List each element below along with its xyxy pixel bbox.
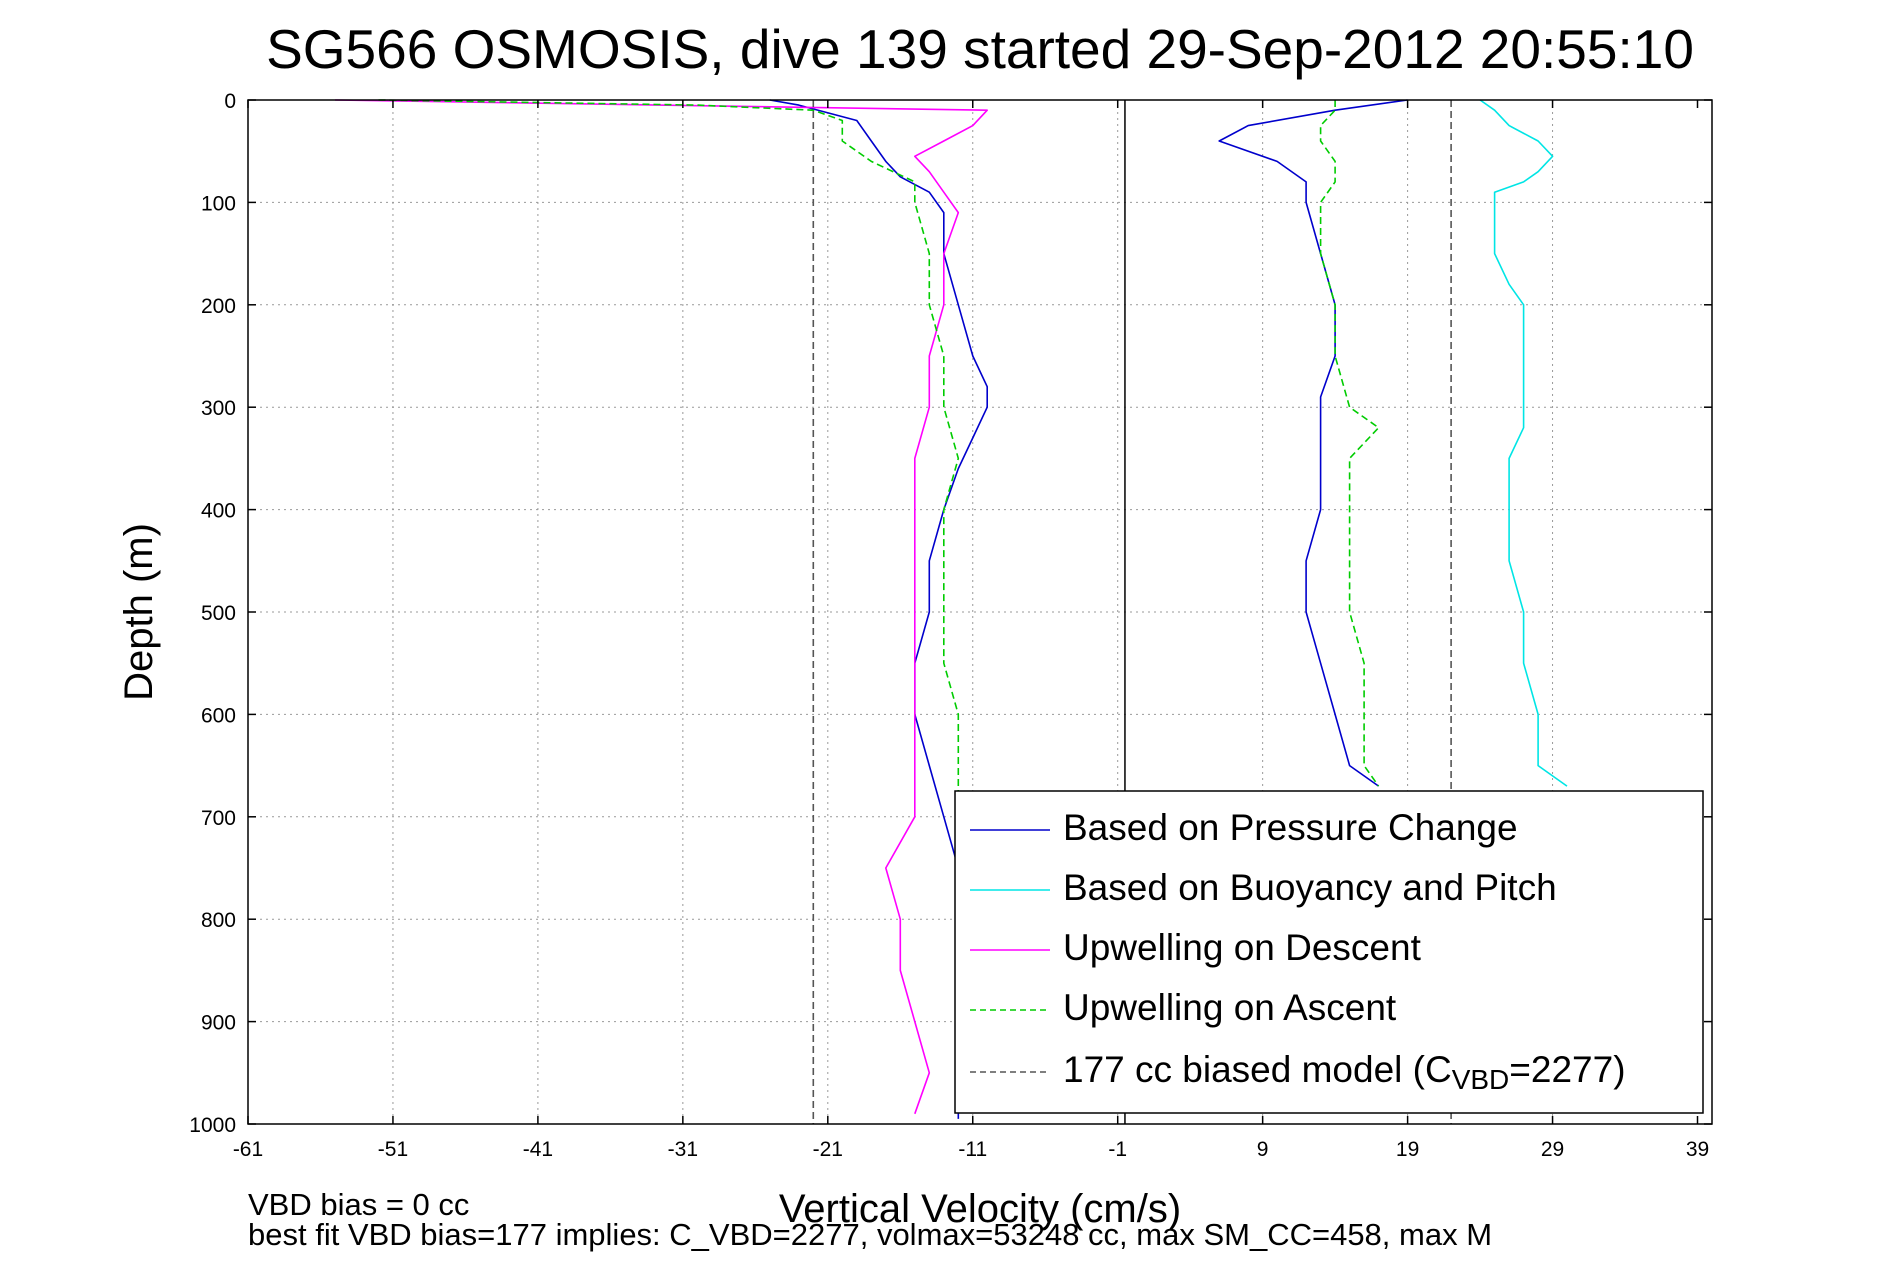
legend-label-model-suffix: =2277) xyxy=(1509,1049,1625,1090)
y-tick-label: 600 xyxy=(201,704,236,727)
x-axis-label: Vertical Velocity (cm/s) xyxy=(779,1187,1181,1231)
series-line-based-on-pressure-change xyxy=(1218,99,1408,787)
x-tick-label: -1 xyxy=(1108,1138,1127,1161)
series-line-upwelling-on-ascent xyxy=(378,99,960,868)
legend: Based on Pressure Change Based on Buoyanc… xyxy=(954,790,1704,1114)
legend-label-upwelling-on-ascent: Upwelling on Ascent xyxy=(1063,987,1397,1028)
chart-title: SG566 OSMOSIS, dive 139 started 29-Sep-2… xyxy=(266,18,1694,80)
y-tick-label: 700 xyxy=(201,807,236,830)
legend-label-based-on-pressure-change: Based on Pressure Change xyxy=(1063,807,1518,848)
x-tick-label: -21 xyxy=(813,1138,843,1161)
y-tick-label: 0 xyxy=(224,90,236,113)
legend-box xyxy=(954,790,1704,1114)
y-tick-label: 100 xyxy=(201,192,236,215)
x-tick-label: -31 xyxy=(668,1138,698,1161)
y-tick-label: 200 xyxy=(201,295,236,318)
x-ticks: -61 -51 -41 -31 -21 -11 -1 9 19 29 39 xyxy=(233,100,1709,1161)
legend-label-based-on-buoyancy-and-pitch: Based on Buoyancy and Pitch xyxy=(1063,867,1557,908)
y-tick-label: 300 xyxy=(201,397,236,420)
legend-label-upwelling-on-descent: Upwelling on Descent xyxy=(1063,927,1422,968)
series-line-upwelling-on-descent xyxy=(334,99,989,1115)
legend-label-model-sub: VBD xyxy=(1452,1064,1510,1095)
y-tick-label: 1000 xyxy=(189,1114,236,1137)
series-line-upwelling-on-ascent xyxy=(1319,100,1380,787)
x-tick-label: 19 xyxy=(1396,1138,1419,1161)
legend-items: Based on Pressure Change Based on Buoyanc… xyxy=(970,807,1557,1028)
x-tick-label: -61 xyxy=(233,1138,263,1161)
x-tick-label: 29 xyxy=(1541,1138,1564,1161)
x-tick-label: 39 xyxy=(1686,1138,1709,1161)
y-tick-label: 800 xyxy=(201,909,236,932)
y-tick-label: 400 xyxy=(201,500,236,523)
x-tick-label: -41 xyxy=(523,1138,553,1161)
footer-line-2: best fit VBD bias=177 implies: C_VBD=227… xyxy=(248,1217,1492,1252)
legend-label-model: 177 cc biased model (CVBD=2277) xyxy=(1063,1049,1626,1096)
footer-line-1: VBD bias = 0 cc xyxy=(248,1187,469,1222)
y-tick-label: 900 xyxy=(201,1012,236,1035)
y-tick-label: 500 xyxy=(201,602,236,625)
series-line-based-on-buoyancy-and-pitch xyxy=(1479,99,1568,787)
x-tick-label: -11 xyxy=(958,1138,987,1161)
y-ticks: 0 100 200 300 400 500 600 700 800 900 1000 xyxy=(189,90,1712,1137)
y-axis-label: Depth (m) xyxy=(117,523,161,701)
x-tick-label: 9 xyxy=(1257,1138,1269,1161)
x-tick-label: -51 xyxy=(378,1138,408,1161)
